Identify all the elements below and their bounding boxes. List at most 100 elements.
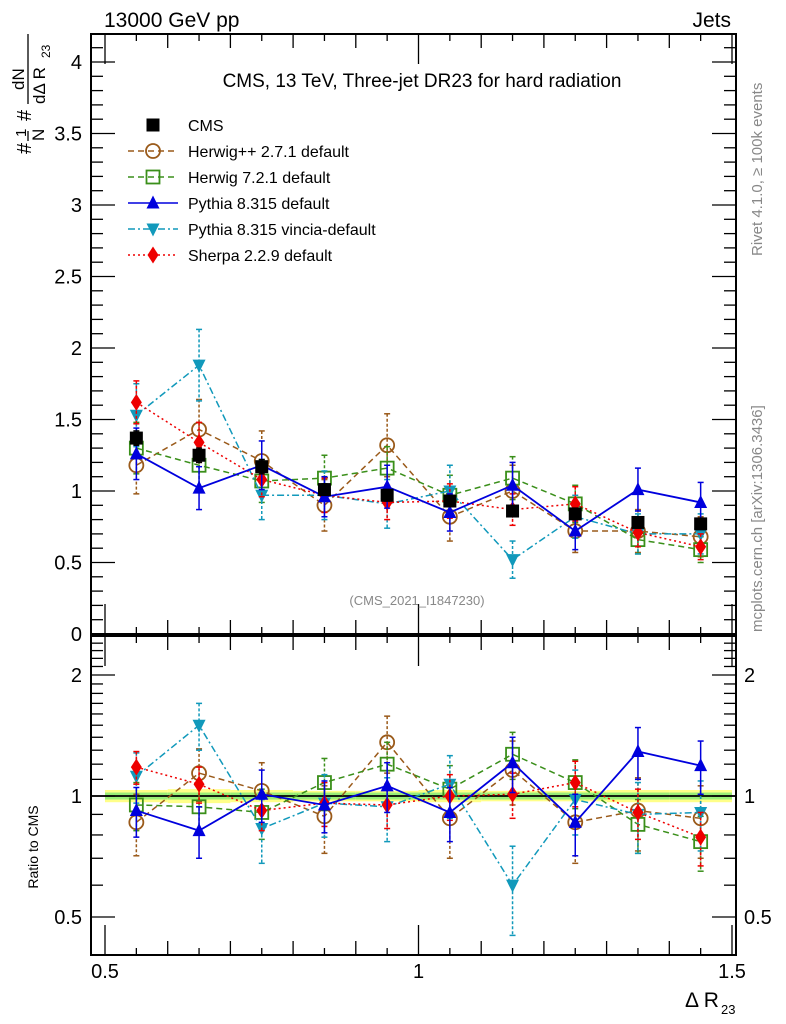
ratio-pythia-8-315-default-point [192, 823, 206, 837]
ratio-pythia-8-315-default-point [255, 786, 269, 800]
x-axis-label: Δ R 23 [685, 989, 735, 1017]
main-panel-axes: 0 0.5 1 1.5 2 2.5 3 3.5 4 [54, 33, 737, 646]
ylabel-den-1: N [29, 129, 48, 141]
main-y-axis-label: # 1 N # dN dΔ R 23 [9, 34, 53, 154]
mcplots-label: mcplots.cern.ch [arXiv:1306.3436] [749, 405, 766, 632]
ratio-pythia-8-315-vincia-default-line [135, 724, 701, 887]
y-tick-label: 2 [71, 338, 82, 360]
main-cms-point [380, 488, 394, 502]
x-tick-label: 1 [413, 961, 424, 983]
main-cms-point [129, 431, 143, 445]
main-pythia-8-315-vincia-default-point [443, 485, 457, 499]
ratio-sherpa-2-2-9-default-line [136, 766, 701, 838]
main-pythia-8-315-default-point [568, 523, 582, 537]
legend-marker-pythia-8-315-default [146, 195, 160, 209]
main-herwig-2-7-1-default-series [128, 398, 709, 558]
legend-label-herwig-7-2-1-default: Herwig 7.2.1 default [188, 170, 331, 187]
y-tick-label: 0 [71, 624, 82, 646]
ratio-y-tick-label-right: 0.5 [744, 907, 772, 929]
beam-label: 13000 GeV pp [104, 9, 239, 32]
main-cms-point [192, 448, 206, 462]
legend: CMS Herwig++ 2.7.1 default Herwig 7.2.1 de… [128, 118, 376, 265]
legend-label-pythia-8-315-vincia-default: Pythia 8.315 vincia-default [188, 222, 376, 239]
ratio-y-tick-label: 1 [71, 786, 82, 808]
category-label: Jets [692, 9, 731, 32]
ratio-y-tick-label: 2 [71, 665, 82, 687]
ratio-sherpa-2-2-9-default-point [507, 785, 519, 803]
y-tick-label: 4 [71, 52, 82, 74]
main-pythia-8-315-default-series [129, 427, 708, 551]
ratio-pythia-8-315-vincia-default-point [192, 719, 206, 733]
main-pythia-8-315-default-point [694, 494, 708, 508]
x-tick-label: 1.5 [718, 961, 746, 983]
ratio-pythia-8-315-vincia-default-series [129, 702, 708, 937]
main-cms-point [694, 517, 708, 531]
xlabel-sub: 23 [721, 1002, 735, 1017]
ratio-pythia-8-315-default-line [136, 750, 701, 832]
ratio-y-tick-label-right: 2 [744, 665, 755, 687]
y-tick-label: 1 [71, 481, 82, 503]
main-cms-point [317, 483, 331, 497]
ylabel-hash-2: # [14, 109, 36, 121]
main-sherpa-2-2-9-default-line [135, 401, 701, 548]
main-cms-point [631, 515, 645, 529]
ratio-y-axis-label: Ratio to CMS [25, 805, 41, 888]
main-cms-point [506, 504, 520, 518]
ratio-pythia-8-315-default-point [317, 797, 331, 811]
ratio-y-tick-label: 0.5 [54, 907, 82, 929]
y-tick-label: 2.5 [54, 267, 82, 289]
main-pythia-8-315-vincia-default-point [192, 359, 206, 373]
analysis-watermark: (CMS_2021_I1847230) [349, 593, 484, 608]
xlabel-main: Δ R [685, 989, 719, 1012]
y-tick-label: 0.5 [54, 553, 82, 575]
legend-label-pythia-8-315-default: Pythia 8.315 default [188, 196, 330, 213]
ratio-panel-axes: 0.5 0.5 1 1 2 2 0.5 1 1.5 [54, 635, 772, 983]
ylabel-den-2-sub: 23 [39, 44, 53, 58]
main-pythia-8-315-vincia-default-point [506, 554, 520, 568]
ratio-sherpa-2-2-9-default-point [695, 828, 707, 846]
main-cms-series [129, 430, 708, 531]
y-tick-label: 1.5 [54, 410, 82, 432]
ratio-sherpa-2-2-9-default-point [632, 803, 644, 821]
legend-label-sherpa-2-2-9-default: Sherpa 2.2.9 default [188, 248, 333, 265]
main-panel-data [128, 328, 709, 579]
main-pythia-8-315-default-point [129, 446, 143, 460]
main-herwig-7-2-1-default-line [136, 447, 701, 551]
ylabel-hash-1: # [14, 142, 36, 154]
main-cms-point [443, 494, 457, 508]
main-herwig-2-7-1-default-line [135, 428, 701, 538]
main-sherpa-2-2-9-default-point [130, 393, 142, 411]
main-cms-point [568, 507, 582, 521]
ratio-panel-data [128, 702, 709, 937]
main-herwig-7-2-1-default-series [128, 421, 709, 564]
main-pythia-8-315-default-point [443, 504, 457, 518]
legend-marker-herwig-7-2-1-default [145, 169, 161, 185]
ratio-herwig-2-7-1-default-line [135, 741, 701, 824]
main-sherpa-2-2-9-default-point [695, 538, 707, 556]
ratio-pythia-8-315-default-point [380, 778, 394, 792]
ratio-pythia-8-315-default-point [129, 803, 143, 817]
ratio-sherpa-2-2-9-default-point [193, 775, 205, 793]
legend-marker-pythia-8-315-vincia-default [146, 223, 160, 237]
main-pythia-8-315-vincia-default-line [135, 363, 701, 561]
legend-label-herwig-2-7-1-default: Herwig++ 2.7.1 default [188, 144, 350, 161]
ratio-pythia-8-315-default-point [506, 755, 520, 769]
legend-marker-cms [146, 118, 160, 132]
rivet-version-label: Rivet 4.1.0, ≥ 100k events [749, 83, 766, 256]
ratio-pythia-8-315-default-point [694, 758, 708, 772]
ratio-pythia-8-315-default-point [443, 804, 457, 818]
ylabel-num-2: dN [9, 68, 28, 90]
main-pythia-8-315-default-point [631, 482, 645, 496]
main-pythia-8-315-vincia-default-series [129, 328, 708, 579]
legend-marker-herwig-2-7-1-default [145, 143, 161, 159]
ratio-pythia-8-315-default-point [568, 814, 582, 828]
ratio-sherpa-2-2-9-default-point [569, 774, 581, 792]
y-tick-label: 3.5 [54, 124, 82, 146]
x-tick-label: 0.5 [91, 961, 119, 983]
main-sherpa-2-2-9-default-point [193, 433, 205, 451]
legend-label-cms: CMS [188, 118, 224, 135]
ratio-sherpa-2-2-9-default-point [130, 758, 142, 776]
ratio-pythia-8-315-default-point [631, 744, 645, 758]
main-pythia-8-315-default-point [192, 480, 206, 494]
